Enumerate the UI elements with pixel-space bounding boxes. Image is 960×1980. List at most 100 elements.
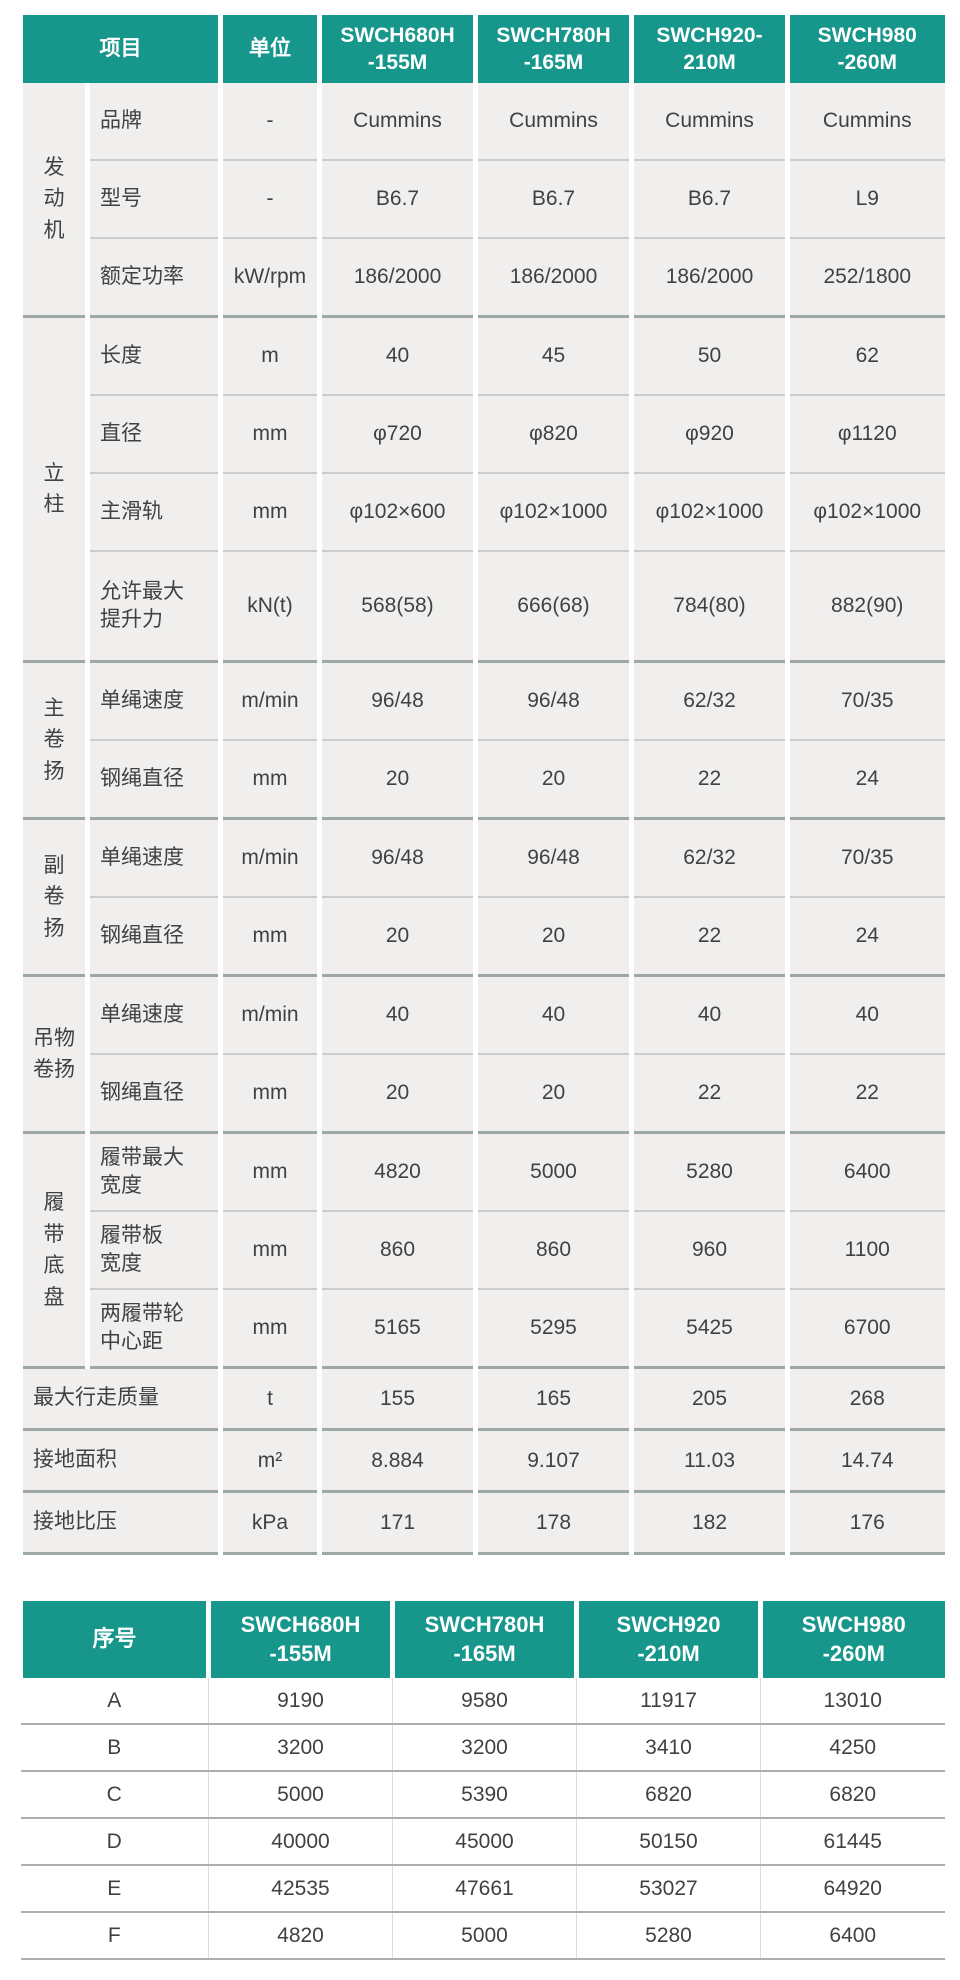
spec-value: 24 [785,740,945,820]
spec-value: φ102×600 [317,473,476,552]
spec-value: 70/35 [785,661,945,741]
dimension-value: 3200 [208,1724,393,1772]
dimension-table: 序号 SWCH680H -155M SWCH780H -165M SWCH920… [18,1601,945,1960]
dimension-value: 53027 [576,1865,761,1913]
spec-item-label: 品牌 [85,83,221,161]
spec-item-label: 额定功率 [85,238,221,318]
spec-value: 4820 [317,1132,476,1212]
dimension-value: 11917 [576,1678,761,1725]
dimension-value: 6400 [760,1912,945,1960]
dimension-row: A 9190 9580 11917 13010 [20,1678,945,1725]
spec-value: 186/2000 [317,238,476,318]
spec-header-row: 项目 单位 SWCH680H -155M SWCH780H -165M SWCH… [18,15,945,83]
dimension-header-model-4: SWCH980 -260M [758,1601,945,1678]
spec-table: 项目 单位 SWCH680H -155M SWCH780H -165M SWCH… [18,15,945,1555]
spec-footer-row: 最大行走质量 t 155 165 205 268 [18,1367,945,1431]
spec-value: 96/48 [317,661,476,741]
spec-value: 5280 [629,1132,788,1212]
spec-item-label: 允许最大 提升力 [85,551,221,663]
spec-value: 9.107 [473,1429,632,1493]
spec-unit-value: mm [218,1289,320,1369]
spec-row: 主滑轨 mm φ102×600 φ102×1000 φ102×1000 φ102×1000 [21,473,945,552]
dimension-row: B 3200 3200 3410 4250 [20,1724,945,1772]
dimension-row-label: F [20,1912,209,1960]
spec-value: 62/32 [629,818,788,898]
spec-value: 22 [629,740,788,820]
dimension-value: 4820 [208,1912,393,1960]
spec-value: φ920 [629,395,788,474]
dimension-header-index: 序号 [18,1601,209,1678]
spec-unit-value: t [218,1367,320,1431]
spec-value: Cummins [473,83,632,161]
spec-header-model-2: SWCH780H -165M [473,15,632,83]
spec-footer-row: 接地面积 m² 8.884 9.107 11.03 14.74 [18,1429,945,1493]
spec-value: 14.74 [785,1429,945,1493]
dimension-value: 5000 [392,1912,577,1960]
dimension-row: C 5000 5390 6820 6820 [20,1771,945,1819]
dimension-value: 64920 [760,1865,945,1913]
spec-footer-label: 接地面积 [18,1429,221,1493]
spec-value: 40 [317,316,476,396]
spec-unit-value: - [218,83,320,161]
spec-value: 45 [473,316,632,396]
spec-value: 5165 [317,1289,476,1369]
spec-value: L9 [785,160,945,239]
spec-unit-value: kPa [218,1491,320,1555]
dimension-value: 9190 [208,1678,393,1725]
spec-item-label: 型号 [85,160,221,239]
spec-value: 6400 [785,1132,945,1212]
spec-value: 22 [629,897,788,977]
spec-unit-value: m [218,316,320,396]
dimension-row: E 42535 47661 53027 64920 [20,1865,945,1913]
spec-header-unit: 单位 [218,15,320,83]
spec-row: 直径 mm φ720 φ820 φ920 φ1120 [21,395,945,474]
spec-value: 176 [785,1491,945,1555]
spec-value: 40 [473,975,632,1055]
spec-unit-value: mm [218,473,320,552]
dimension-value: 5000 [208,1771,393,1819]
dimension-row: D 40000 45000 50150 61445 [20,1818,945,1866]
spec-value: Cummins [317,83,476,161]
spec-value: B6.7 [473,160,632,239]
spec-value: 40 [785,975,945,1055]
dimension-value: 13010 [760,1678,945,1725]
spec-header-item: 项目 [18,15,221,83]
spec-row: 主 卷 扬单绳速度 m/min 96/48 96/48 62/32 70/35 [18,661,945,820]
spec-item-label: 单绳速度 [85,661,221,741]
spec-value: 882(90) [785,551,945,663]
dimension-value: 9580 [392,1678,577,1725]
dimension-row-label: E [20,1865,209,1913]
dimension-value: 3410 [576,1724,761,1772]
spec-unit-value: mm [218,1211,320,1290]
spec-value: 22 [629,1054,788,1134]
spec-group-label: 发 动 机 [18,83,88,318]
spec-value: 860 [317,1211,476,1290]
spec-value: 20 [473,897,632,977]
spec-value: 20 [473,1054,632,1134]
spec-value: 50 [629,316,788,396]
dimension-value: 6820 [576,1771,761,1819]
spec-row: 履带板 宽度 mm 860 860 960 1100 [21,1211,945,1290]
spec-value: 1100 [785,1211,945,1290]
spec-unit-value: kW/rpm [218,238,320,318]
spec-value: 5295 [473,1289,632,1369]
spec-row: 履 带 底 盘履带最大 宽度 mm 4820 5000 5280 6400 [18,1132,945,1369]
dimension-header-row: 序号 SWCH680H -155M SWCH780H -165M SWCH920… [18,1601,945,1678]
spec-unit-value: mm [218,1054,320,1134]
spec-footer-row: 接地比压 kPa 171 178 182 176 [18,1491,945,1555]
spec-value: 96/48 [473,661,632,741]
spec-unit-value: m/min [218,975,320,1055]
spec-value: φ102×1000 [629,473,788,552]
spec-value: 171 [317,1491,476,1555]
spec-item-label: 两履带轮 中心距 [85,1289,221,1369]
spec-group-label: 履 带 底 盘 [18,1132,88,1369]
spec-footer-label: 接地比压 [18,1491,221,1555]
dimension-value: 50150 [576,1818,761,1866]
spec-row: 两履带轮 中心距 mm 5165 5295 5425 6700 [21,1289,945,1369]
spec-value: 178 [473,1491,632,1555]
dimension-value: 3200 [392,1724,577,1772]
spec-value: 40 [317,975,476,1055]
spec-value: 182 [629,1491,788,1555]
spec-value: 165 [473,1367,632,1431]
dimension-value: 47661 [392,1865,577,1913]
